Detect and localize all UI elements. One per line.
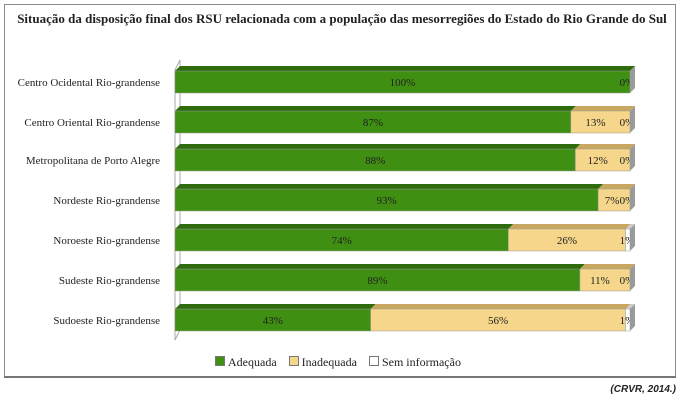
legend-item: Sem informação [368,355,461,370]
bar-top [508,224,631,229]
data-label: 87% [363,117,383,129]
bar-top [579,264,635,269]
data-label: 74% [332,235,352,247]
data-label: 7% [605,195,620,207]
bar-side [630,264,635,291]
category-label: Sudoeste Rio-grandense [53,315,160,327]
category-label: Sudeste Rio-grandense [59,275,160,287]
bar-top [175,66,635,71]
bar-top [175,144,581,149]
data-label: 11% [590,275,610,287]
legend-label: Adequada [228,355,277,369]
bar-top [370,304,631,309]
data-label: 26% [557,235,577,247]
legend-label: Inadequada [301,355,357,369]
legend-swatch [368,356,379,366]
legend: Adequada Inadequada Sem informação [215,355,461,370]
category-label: Centro Oriental Rio-grandense [24,117,160,129]
chart-title: Situação da disposição final dos RSU rel… [17,11,667,26]
data-label: 89% [367,275,387,287]
category-label: Centro Ocidental Rio-grandense [18,77,160,89]
bar-side [630,224,635,251]
bar-side [630,66,635,93]
source-citation: (CRVR, 2014.) [610,384,676,395]
category-label: Nordeste Rio-grandense [53,195,160,207]
legend-item: Inadequada [288,355,357,370]
data-label: 13% [585,117,605,129]
bar-top [175,304,376,309]
chart-frame [4,4,676,378]
bar-top [175,224,514,229]
data-label: 88% [365,155,385,167]
data-label: 12% [588,155,608,167]
legend-label: Sem informação [381,355,461,369]
bar-top [625,224,635,229]
data-label: 43% [263,315,283,327]
bar-top [625,304,635,309]
bar-top [570,106,635,111]
bar-top [598,184,635,189]
data-label: 56% [488,315,508,327]
legend-swatch [288,356,299,366]
bar-side [630,304,635,331]
legend-swatch [215,356,225,366]
bar-side [630,106,635,133]
bar-top [175,264,585,269]
data-label: 100% [390,77,416,89]
category-label: Noroeste Rio-grandense [53,235,160,247]
bar-side [630,184,635,211]
bar-top [175,106,576,111]
bar-top [575,144,635,149]
bar-top [175,184,604,189]
data-label: 93% [376,195,396,207]
category-label: Metropolitana de Porto Alegre [26,155,160,167]
legend-item: Adequada [215,355,277,370]
bar-side [630,144,635,171]
